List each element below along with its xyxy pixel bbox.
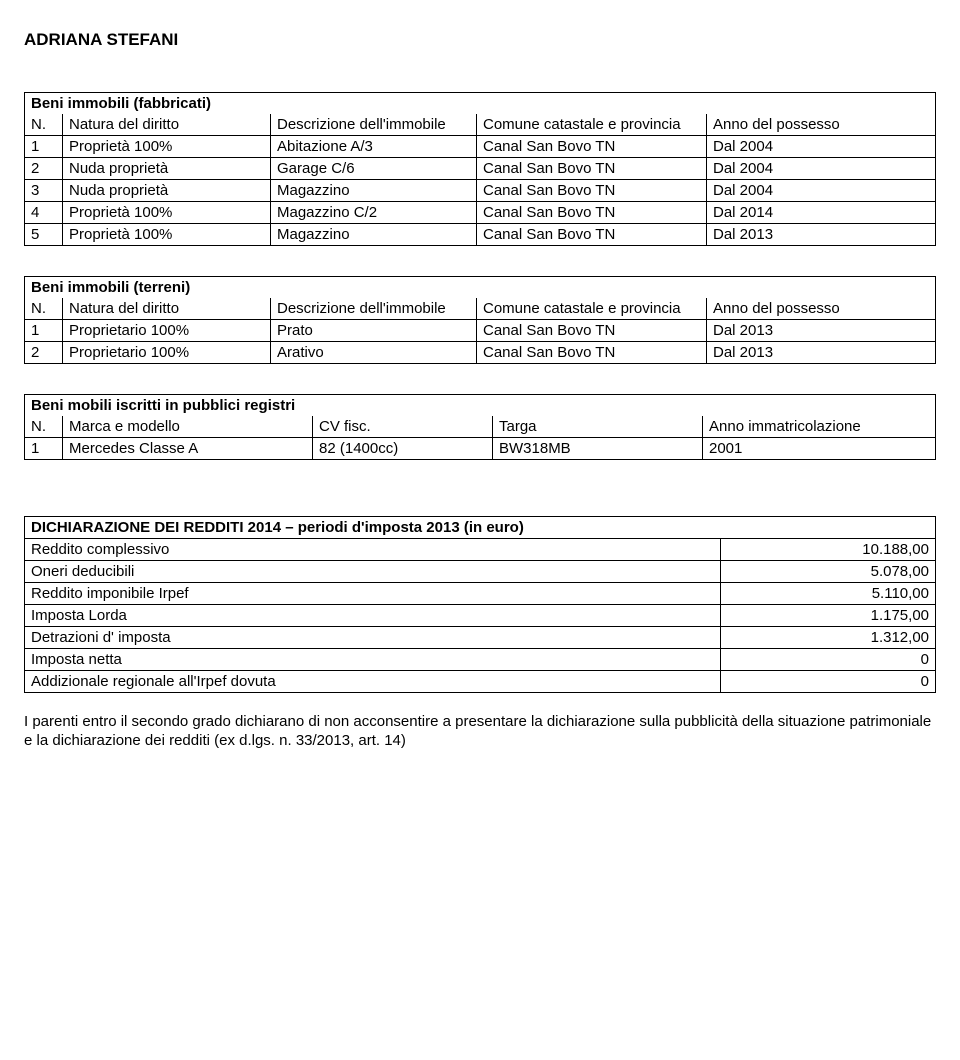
cell: Dal 2013 <box>707 320 936 342</box>
cell: 2001 <box>703 438 936 460</box>
table2-h4: Anno del possesso <box>707 298 936 320</box>
table-row: Reddito imponibile Irpef5.110,00 <box>25 583 936 605</box>
table-row: 1Mercedes Classe A82 (1400cc)BW318MB2001 <box>25 438 936 460</box>
cell: BW318MB <box>493 438 703 460</box>
cell: 10.188,00 <box>720 539 935 561</box>
cell: 5.110,00 <box>720 583 935 605</box>
table3-title: Beni mobili iscritti in pubblici registr… <box>25 395 936 417</box>
table1-h4: Anno del possesso <box>707 114 936 136</box>
cell: Dal 2013 <box>707 224 936 246</box>
table-row: Oneri deducibili5.078,00 <box>25 561 936 583</box>
cell: 2 <box>25 342 63 364</box>
cell: Prato <box>271 320 477 342</box>
cell: Canal San Bovo TN <box>477 320 707 342</box>
cell: Canal San Bovo TN <box>477 136 707 158</box>
table3-h0: N. <box>25 416 63 438</box>
table3-h3: Targa <box>493 416 703 438</box>
cell: Magazzino <box>271 224 477 246</box>
cell: Proprietario 100% <box>63 320 271 342</box>
cell: 0 <box>720 649 935 671</box>
table2-h3: Comune catastale e provincia <box>477 298 707 320</box>
cell: Magazzino C/2 <box>271 202 477 224</box>
cell: Canal San Bovo TN <box>477 180 707 202</box>
footnote: I parenti entro il secondo grado dichiar… <box>24 713 936 751</box>
cell: 0 <box>720 671 935 693</box>
cell: Oneri deducibili <box>25 561 721 583</box>
cell: Arativo <box>271 342 477 364</box>
cell: Dal 2004 <box>707 136 936 158</box>
cell: Canal San Bovo TN <box>477 158 707 180</box>
cell: 82 (1400cc) <box>313 438 493 460</box>
table-row: Addizionale regionale all'Irpef dovuta0 <box>25 671 936 693</box>
table3-h2: CV fisc. <box>313 416 493 438</box>
page-title: ADRIANA STEFANI <box>24 30 936 50</box>
table-registri: Beni mobili iscritti in pubblici registr… <box>24 394 936 460</box>
table2-h1: Natura del diritto <box>63 298 271 320</box>
cell: 1 <box>25 438 63 460</box>
cell: Proprietà 100% <box>63 224 271 246</box>
table2-title: Beni immobili (terreni) <box>25 277 936 299</box>
cell: 5.078,00 <box>720 561 935 583</box>
table-terreni: Beni immobili (terreni) N. Natura del di… <box>24 276 936 364</box>
cell: Dal 2013 <box>707 342 936 364</box>
cell: 1.175,00 <box>720 605 935 627</box>
table-row: 5Proprietà 100%MagazzinoCanal San Bovo T… <box>25 224 936 246</box>
table-row: 3Nuda proprietàMagazzinoCanal San Bovo T… <box>25 180 936 202</box>
table-row: Imposta Lorda1.175,00 <box>25 605 936 627</box>
cell: Garage C/6 <box>271 158 477 180</box>
table1-h0: N. <box>25 114 63 136</box>
cell: 1 <box>25 320 63 342</box>
cell: Reddito imponibile Irpef <box>25 583 721 605</box>
cell: Abitazione A/3 <box>271 136 477 158</box>
table-row: 2Nuda proprietàGarage C/6Canal San Bovo … <box>25 158 936 180</box>
table3-h1: Marca e modello <box>63 416 313 438</box>
table-fabbricati: Beni immobili (fabbricati) N. Natura del… <box>24 92 936 246</box>
redditi-title: DICHIARAZIONE DEI REDDITI 2014 – periodi… <box>25 517 936 539</box>
cell: Canal San Bovo TN <box>477 342 707 364</box>
table-row: 1Proprietà 100%Abitazione A/3Canal San B… <box>25 136 936 158</box>
table1-h2: Descrizione dell'immobile <box>271 114 477 136</box>
cell: Proprietà 100% <box>63 202 271 224</box>
table-row: 2Proprietario 100%ArativoCanal San Bovo … <box>25 342 936 364</box>
table1-h1: Natura del diritto <box>63 114 271 136</box>
table3-h4: Anno immatricolazione <box>703 416 936 438</box>
table-row: Detrazioni d' imposta1.312,00 <box>25 627 936 649</box>
cell: Proprietà 100% <box>63 136 271 158</box>
cell: Detrazioni d' imposta <box>25 627 721 649</box>
cell: Dal 2014 <box>707 202 936 224</box>
table-row: Imposta netta0 <box>25 649 936 671</box>
cell: Addizionale regionale all'Irpef dovuta <box>25 671 721 693</box>
cell: Mercedes Classe A <box>63 438 313 460</box>
cell: 1 <box>25 136 63 158</box>
cell: Proprietario 100% <box>63 342 271 364</box>
cell: Nuda proprietà <box>63 180 271 202</box>
cell: 3 <box>25 180 63 202</box>
cell: Nuda proprietà <box>63 158 271 180</box>
table-row: 4Proprietà 100%Magazzino C/2Canal San Bo… <box>25 202 936 224</box>
table-redditi: DICHIARAZIONE DEI REDDITI 2014 – periodi… <box>24 516 936 693</box>
cell: Imposta Lorda <box>25 605 721 627</box>
table-row: Reddito complessivo10.188,00 <box>25 539 936 561</box>
cell: Dal 2004 <box>707 158 936 180</box>
cell: Canal San Bovo TN <box>477 202 707 224</box>
table-row: 1Proprietario 100%PratoCanal San Bovo TN… <box>25 320 936 342</box>
table1-h3: Comune catastale e provincia <box>477 114 707 136</box>
cell: 2 <box>25 158 63 180</box>
cell: 5 <box>25 224 63 246</box>
cell: Imposta netta <box>25 649 721 671</box>
cell: Magazzino <box>271 180 477 202</box>
table2-h2: Descrizione dell'immobile <box>271 298 477 320</box>
table1-title: Beni immobili (fabbricati) <box>25 93 936 115</box>
cell: Dal 2004 <box>707 180 936 202</box>
cell: Reddito complessivo <box>25 539 721 561</box>
cell: 4 <box>25 202 63 224</box>
cell: Canal San Bovo TN <box>477 224 707 246</box>
cell: 1.312,00 <box>720 627 935 649</box>
table2-h0: N. <box>25 298 63 320</box>
